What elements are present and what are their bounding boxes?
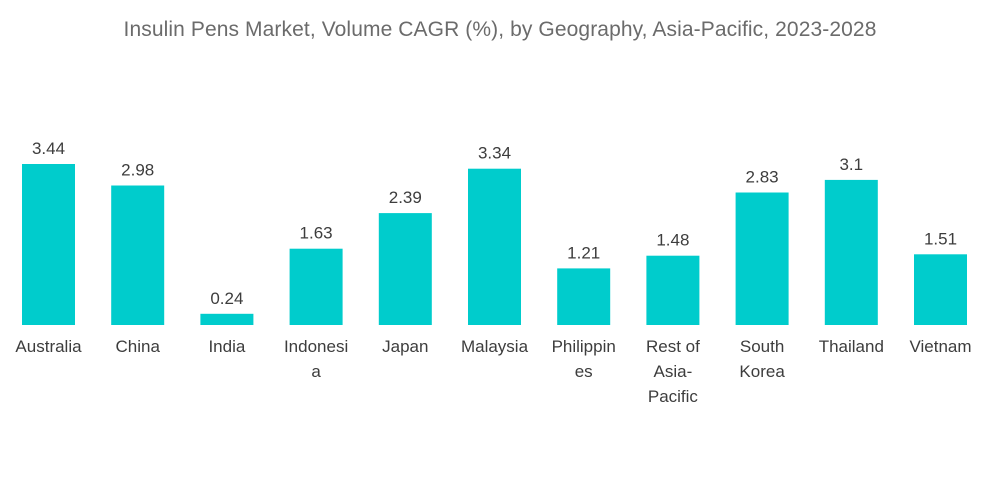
data-label: 2.98 (121, 161, 154, 180)
category-label: Rest of (646, 337, 700, 356)
data-label: 1.48 (656, 231, 689, 250)
bar-philippines (557, 268, 611, 325)
category-label: Vietnam (909, 337, 971, 356)
bar-india (200, 313, 254, 325)
category-label: India (208, 337, 245, 356)
category-label: Japan (382, 337, 428, 356)
data-label: 1.21 (567, 243, 600, 262)
category-label: Malaysia (461, 337, 529, 356)
bar-indonesia (289, 248, 343, 325)
category-label: South (740, 337, 784, 356)
category-label: es (575, 362, 593, 381)
data-label: 3.34 (478, 144, 511, 163)
bar-thailand (824, 179, 878, 325)
bar-australia (22, 164, 75, 325)
category-label: Thailand (819, 337, 884, 356)
category-label: Philippin (552, 337, 616, 356)
data-label: 3.44 (32, 139, 65, 158)
category-label: a (311, 362, 321, 381)
bar-malaysia (468, 168, 521, 325)
bar-south-korea (735, 192, 789, 325)
bar-vietnam (914, 254, 967, 325)
data-label: 1.51 (924, 229, 957, 248)
category-label: Indonesi (284, 337, 348, 356)
data-label: 0.24 (210, 289, 243, 308)
chart-title: Insulin Pens Market, Volume CAGR (%), by… (123, 18, 877, 41)
data-label: 2.83 (746, 168, 779, 187)
data-label: 2.39 (389, 188, 422, 207)
bar-china (111, 185, 165, 325)
bar-rest-of-asia-pacific (646, 255, 700, 325)
category-label: Pacific (648, 387, 699, 406)
data-label: 1.63 (300, 224, 333, 243)
bar-japan (378, 213, 432, 325)
data-label: 3.1 (839, 155, 863, 174)
category-label: Korea (739, 362, 785, 381)
category-label: Australia (15, 337, 82, 356)
category-label: China (115, 337, 160, 356)
category-label: Asia- (654, 362, 693, 381)
